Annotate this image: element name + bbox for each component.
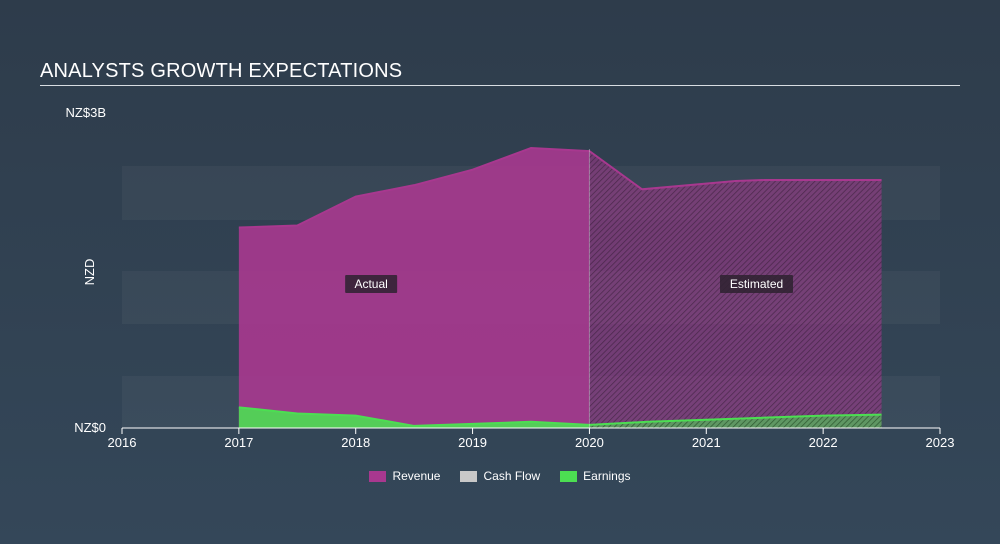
- earnings-area-actual: [238, 407, 589, 428]
- earnings-swatch: [560, 470, 578, 482]
- region-label-actual: Actual: [345, 275, 398, 293]
- revenue-swatch: [369, 470, 387, 482]
- x-tick-label-2021: 2021: [692, 435, 721, 450]
- legend-label-revenue: Revenue: [392, 469, 441, 483]
- y-tick-label-zero: NZ$0: [74, 420, 106, 435]
- legend-item-revenue[interactable]: Revenue: [369, 469, 440, 483]
- region-label-text: Estimated: [730, 277, 783, 291]
- x-tick-label-2017: 2017: [224, 435, 253, 450]
- title-divider: [40, 85, 960, 86]
- earnings-area-hatch: [589, 414, 882, 428]
- y-tick-label-top: NZ$3B: [66, 105, 106, 120]
- region-label-box: [345, 275, 398, 293]
- chart-title: ANALYSTS GROWTH EXPECTATIONS: [40, 60, 403, 82]
- chart-labels: Actual Estimated: [345, 275, 793, 293]
- y-axis-label: NZD: [82, 259, 97, 286]
- x-tick-label-2018: 2018: [341, 435, 370, 450]
- legend: Revenue Cash Flow Earnings: [0, 469, 1000, 483]
- x-tick-label-2022: 2022: [809, 435, 838, 450]
- region-label-text: Actual: [354, 277, 387, 291]
- axes: 2016 2017 2018 2019 2020 2021 2022 2023 NZ$3B NZ$…: [66, 105, 955, 450]
- cash-flow-swatch: [460, 470, 478, 482]
- region-label-estimated: Estimated: [720, 275, 793, 293]
- x-tick-label-2023: 2023: [926, 435, 955, 450]
- revenue-line: [238, 146, 882, 229]
- x-tick-label-2019: 2019: [458, 435, 487, 450]
- revenue-area-actual: [238, 147, 589, 428]
- earnings-line: [238, 406, 882, 427]
- x-tick-label-2020: 2020: [575, 435, 604, 450]
- legend-item-earnings[interactable]: Earnings: [560, 469, 631, 483]
- legend-item-cash-flow[interactable]: Cash Flow: [460, 469, 540, 483]
- region-label-box: [720, 275, 793, 293]
- legend-label-cash-flow: Cash Flow: [483, 469, 541, 483]
- x-tick-label-2016: 2016: [108, 435, 137, 450]
- legend-label-earnings: Earnings: [583, 469, 631, 483]
